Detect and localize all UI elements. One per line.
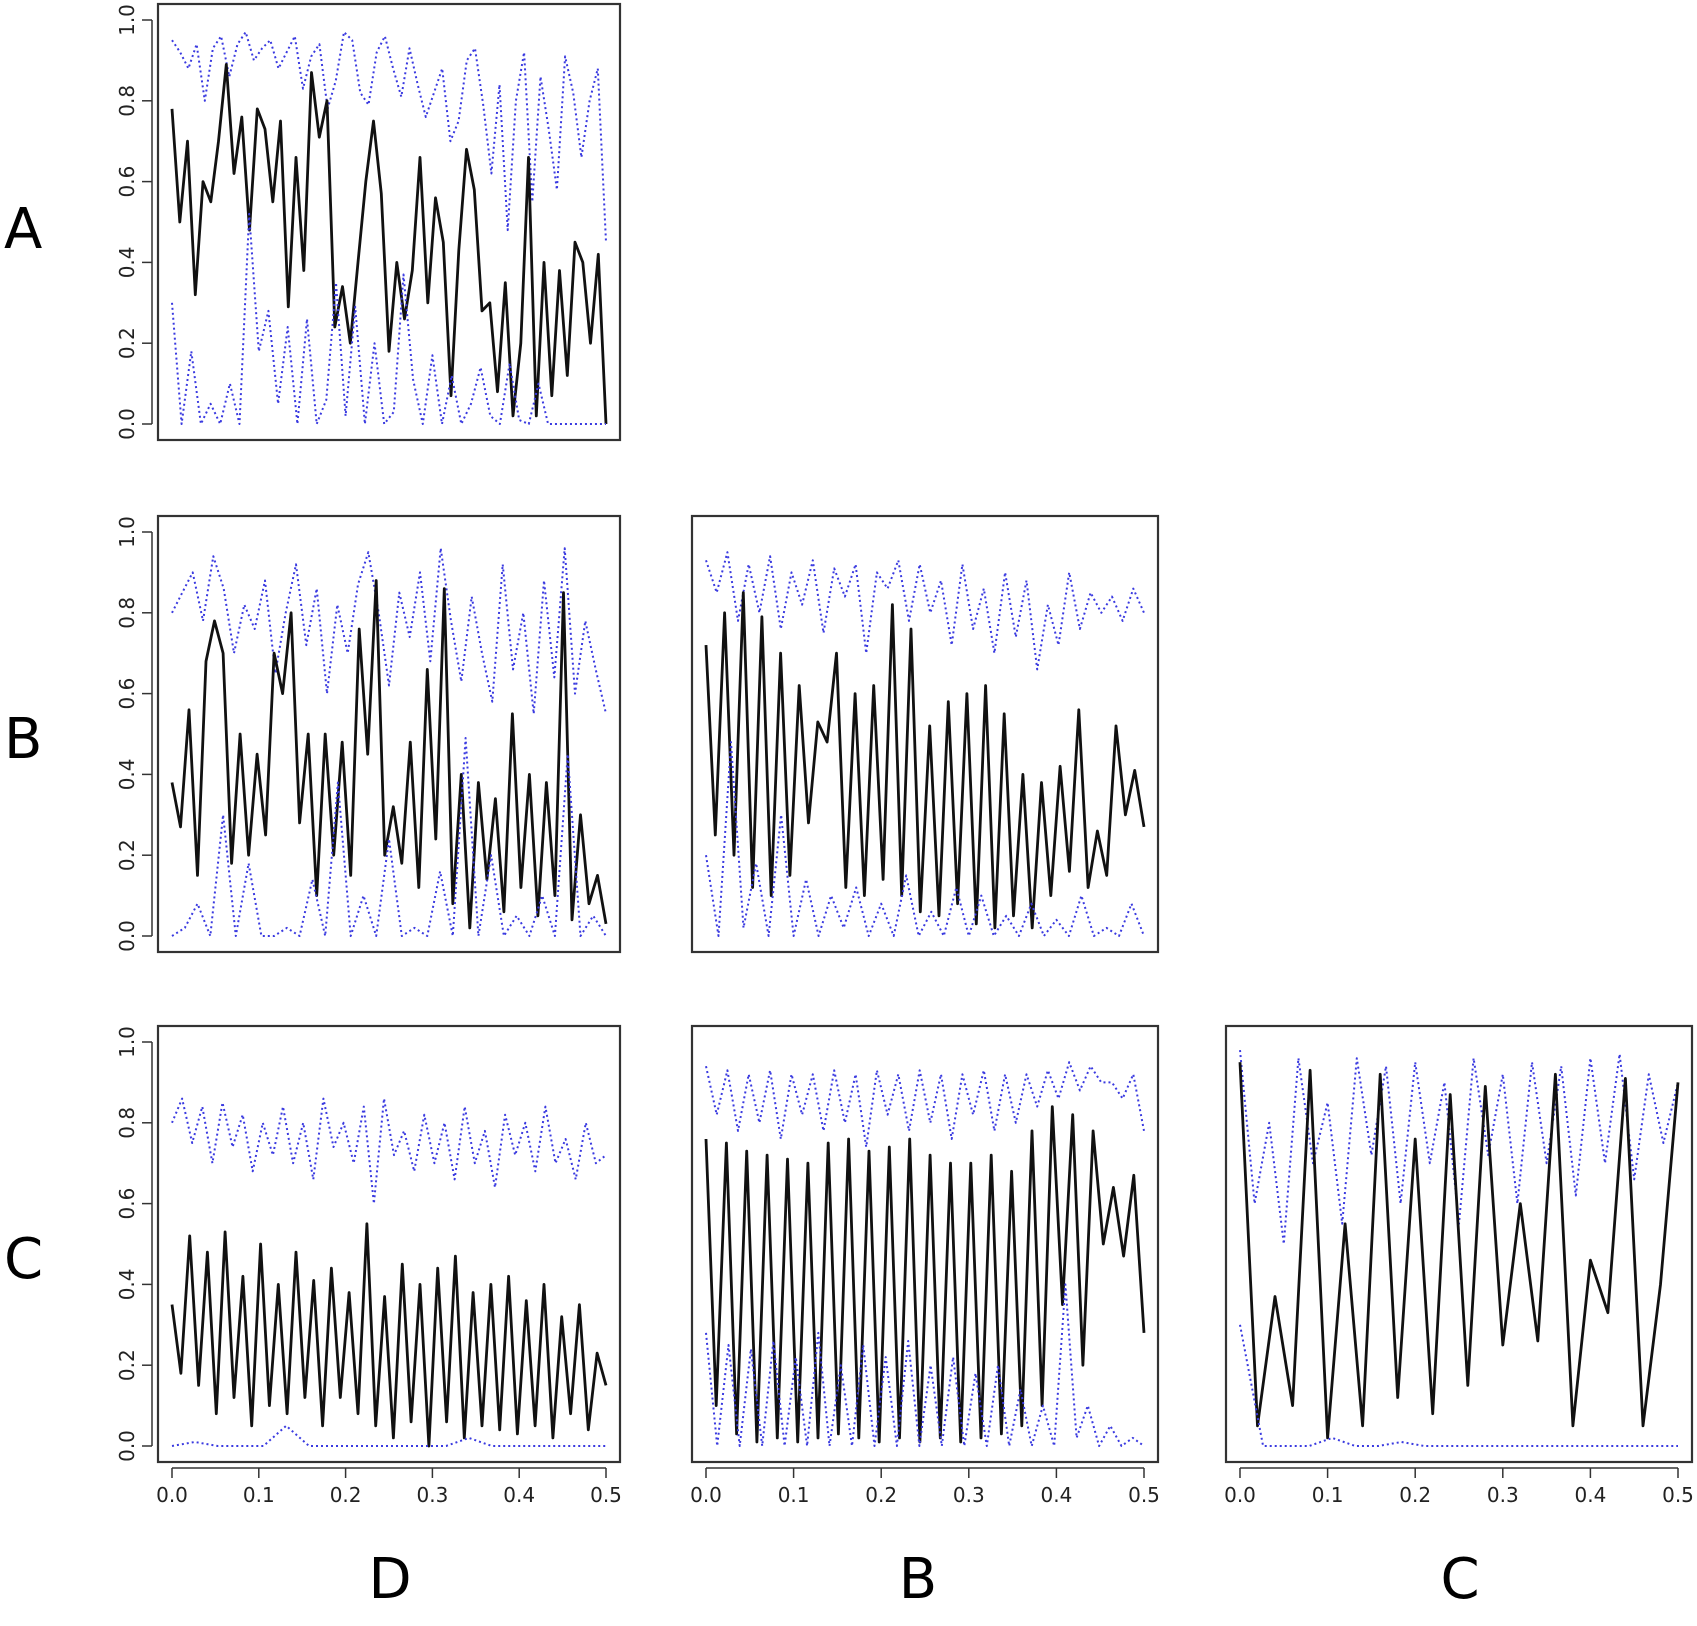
series-line-mean (704, 1105, 1146, 1444)
y-tick-label: 0.0 (115, 920, 139, 952)
y-tick-label: 0.8 (115, 597, 139, 629)
series-line-lower (171, 1424, 606, 1447)
y-tick-label: 1.0 (115, 1026, 139, 1058)
y-tick-label: 0.8 (115, 1107, 139, 1139)
y-tick-label: 0.2 (115, 327, 139, 359)
series-line-upper (171, 31, 607, 243)
panel-frame (156, 514, 622, 954)
x-tick-label: 0.1 (778, 1483, 810, 1507)
x-tick-label: 0.0 (690, 1483, 722, 1507)
series-line-mean (170, 1222, 608, 1448)
col-label-d: D (368, 1547, 411, 1612)
x-tick-label: 0.4 (1040, 1483, 1072, 1507)
row-label-a: A (4, 197, 42, 262)
panel-frame (156, 2, 622, 442)
row-labels: A B C (4, 197, 43, 1292)
panel-b-b (690, 514, 1160, 954)
x-tick-label: 0.5 (590, 1483, 622, 1507)
row-label-b: B (4, 707, 42, 772)
x-tick-label: 0.4 (1574, 1483, 1606, 1507)
y-tick-label: 0.4 (115, 1268, 139, 1300)
y-tick-label: 0.2 (115, 839, 139, 871)
series-line-mean (704, 591, 1146, 930)
series-line-upper (171, 1097, 607, 1205)
x-tick-label: 0.3 (953, 1483, 985, 1507)
x-tick-label: 0.2 (330, 1483, 362, 1507)
y-tick-label: 0.4 (115, 758, 139, 790)
col-label-c: C (1440, 1547, 1479, 1612)
y-tick-label: 1.0 (115, 516, 139, 548)
series-line-mean (1238, 1062, 1680, 1440)
x-tick-label: 0.0 (156, 1483, 188, 1507)
x-tick-label: 0.2 (1399, 1483, 1431, 1507)
x-tick-label: 0.3 (416, 1483, 448, 1507)
y-tick-label: 0.0 (115, 408, 139, 440)
x-tick-label: 0.5 (1662, 1483, 1694, 1507)
row-label-c: C (4, 1227, 43, 1292)
x-tick-label: 0.4 (503, 1483, 535, 1507)
series-line-mean (170, 579, 608, 930)
panel-c-b: 0.0 0.1 0.2 0.3 0.4 0.5 (690, 1024, 1160, 1507)
panel-frame (1224, 1024, 1694, 1464)
x-tick-label: 0.3 (1487, 1483, 1519, 1507)
series-line-lower (171, 737, 607, 937)
y-tick-label: 0.0 (115, 1430, 139, 1462)
series-line-lower (171, 212, 606, 425)
panel-frame (156, 1024, 622, 1464)
x-tick-label: 0.5 (1128, 1483, 1160, 1507)
panel-c-d: 0.0 0.2 0.4 0.6 0.8 1.0 0.0 0.1 0.2 0.3 0.4 0.5 (115, 1024, 622, 1507)
y-tick-label: 0.4 (115, 246, 139, 278)
y-tick-label: 0.6 (115, 678, 139, 710)
panel-frame (690, 1024, 1160, 1464)
series-line-lower (1239, 1324, 1678, 1447)
panel-grid: 0.00.20.40.60.81.00.00.20.40.60.81.00.00… (115, 2, 1694, 1507)
x-tick-label: 0.1 (243, 1483, 275, 1507)
series-line-upper (171, 547, 607, 715)
y-tick-label: 0.6 (115, 1188, 139, 1220)
series-line-lower (705, 1283, 1145, 1447)
series-line-upper (705, 1061, 1145, 1148)
series-line-upper (705, 551, 1145, 671)
x-tick-label: 0.2 (865, 1483, 897, 1507)
col-label-b: B (899, 1547, 937, 1612)
y-tick-label: 0.6 (115, 166, 139, 198)
y-tick-label: 0.2 (115, 1349, 139, 1381)
x-tick-label: 0.0 (1224, 1483, 1256, 1507)
series-line-mean (170, 63, 608, 425)
panel-b-d: 0.0 0.2 0.4 0.6 0.8 1.0 (115, 514, 622, 954)
panel-frame (690, 514, 1160, 954)
y-tick-label: 0.8 (115, 85, 139, 117)
x-tick-label: 0.1 (1312, 1483, 1344, 1507)
panel-c-c: 0.0 0.1 0.2 0.3 0.4 0.5 (1224, 1024, 1694, 1507)
panel-a-d: 0.0 0.2 0.4 0.6 0.8 1.0 (115, 2, 622, 442)
column-labels: D B C (368, 1547, 1479, 1612)
y-tick-label: 1.0 (115, 4, 139, 36)
